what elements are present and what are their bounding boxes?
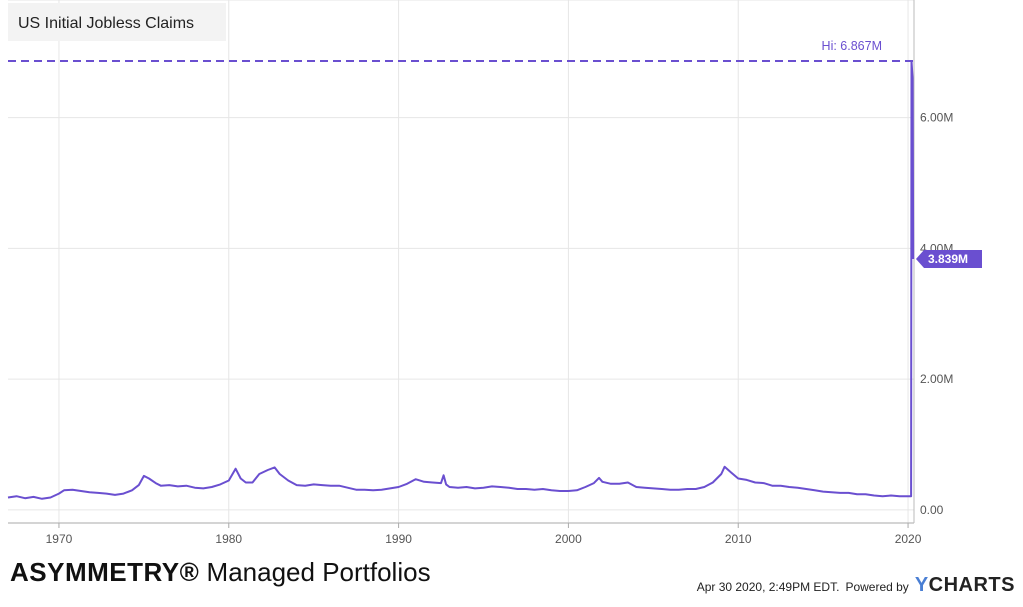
chart-title-bg xyxy=(8,3,226,41)
y-tick-label: 2.00M xyxy=(920,372,953,386)
footer-attribution: Apr 30 2020, 2:49PM EDT. Powered by YCHA… xyxy=(697,574,1015,597)
brand-name: ASYMMETRY xyxy=(10,557,180,587)
y-tick-label: 6.00M xyxy=(920,111,953,125)
x-tick-label: 2010 xyxy=(725,532,752,546)
x-tick-label: 1970 xyxy=(46,532,73,546)
grid-layer xyxy=(8,0,914,523)
chart-title: US Initial Jobless Claims xyxy=(18,15,194,32)
y-tick-label: 0.00 xyxy=(920,503,944,517)
last-value-label: 3.839M xyxy=(928,252,968,266)
last-value-badge-shape xyxy=(916,249,982,268)
powered-by-label: Powered by xyxy=(845,580,909,594)
x-tick-label: 1990 xyxy=(385,532,412,546)
ycharts-logo[interactable]: YCHARTS xyxy=(915,574,1015,597)
series-line-initial-claims xyxy=(7,60,915,500)
registered-mark: ® xyxy=(179,557,200,587)
ycharts-logo-y[interactable]: Y xyxy=(914,574,929,596)
last-value-badge: 3.839M xyxy=(916,249,982,268)
x-tick-label: 2000 xyxy=(555,532,582,546)
x-tick-label: 2020 xyxy=(895,532,922,546)
brand-logo: ASYMMETRY® Managed Portfolios xyxy=(10,557,431,588)
timestamp: Apr 30 2020, 2:49PM EDT. xyxy=(696,580,840,594)
hi-label: Hi: 6.867M xyxy=(822,39,882,53)
chart-title-box: US Initial Jobless Claims xyxy=(8,3,226,41)
brand-subtitle: Managed Portfolios xyxy=(199,557,431,587)
x-tick-labels: 1970 1980 1990 2000 2010 2020 xyxy=(46,523,922,546)
ycharts-logo-text[interactable]: CHARTS xyxy=(928,574,1015,596)
x-tick-label: 1980 xyxy=(215,532,242,546)
